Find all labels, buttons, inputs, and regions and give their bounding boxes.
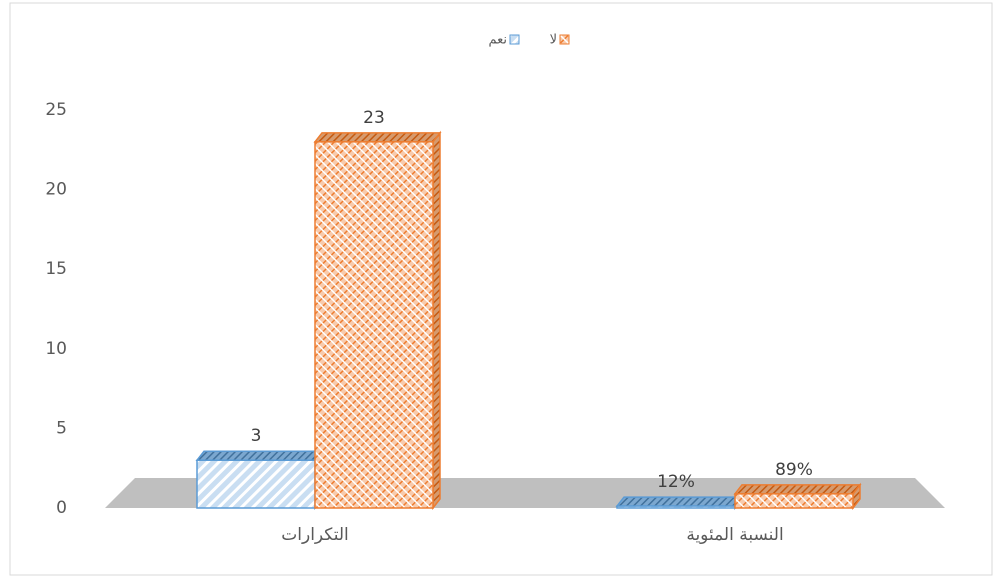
legend-swatch bbox=[509, 34, 520, 45]
bar-front bbox=[616, 505, 736, 509]
bar-top bbox=[313, 132, 442, 143]
bar bbox=[195, 449, 324, 511]
data-label: 23 bbox=[363, 108, 385, 128]
legend-label: نعم bbox=[488, 33, 507, 48]
bar-front bbox=[314, 141, 434, 509]
y-tick-label: 20 bbox=[45, 180, 67, 200]
bar bbox=[313, 130, 442, 511]
bar-top bbox=[195, 450, 324, 461]
bar-front bbox=[196, 459, 316, 509]
bar-side bbox=[432, 130, 441, 511]
data-label: 3 bbox=[251, 426, 262, 446]
legend-label: لا bbox=[550, 33, 557, 48]
y-tick-label: 5 bbox=[56, 418, 67, 438]
x-tick-label: التكرارات bbox=[281, 525, 348, 545]
bar-front bbox=[734, 493, 854, 509]
x-tick-label: النسبة المئوية bbox=[686, 525, 783, 545]
bar-top bbox=[733, 484, 862, 495]
bar bbox=[733, 482, 862, 511]
bar bbox=[615, 494, 744, 511]
y-tick-label: 10 bbox=[45, 339, 67, 359]
y-tick-label: 15 bbox=[45, 259, 67, 279]
data-label: 12% bbox=[657, 472, 695, 492]
y-tick-label: 25 bbox=[45, 100, 67, 120]
data-label: 89% bbox=[775, 460, 813, 480]
y-tick-label: 0 bbox=[56, 498, 67, 518]
legend-swatch bbox=[559, 34, 570, 45]
bar-top bbox=[615, 496, 744, 507]
